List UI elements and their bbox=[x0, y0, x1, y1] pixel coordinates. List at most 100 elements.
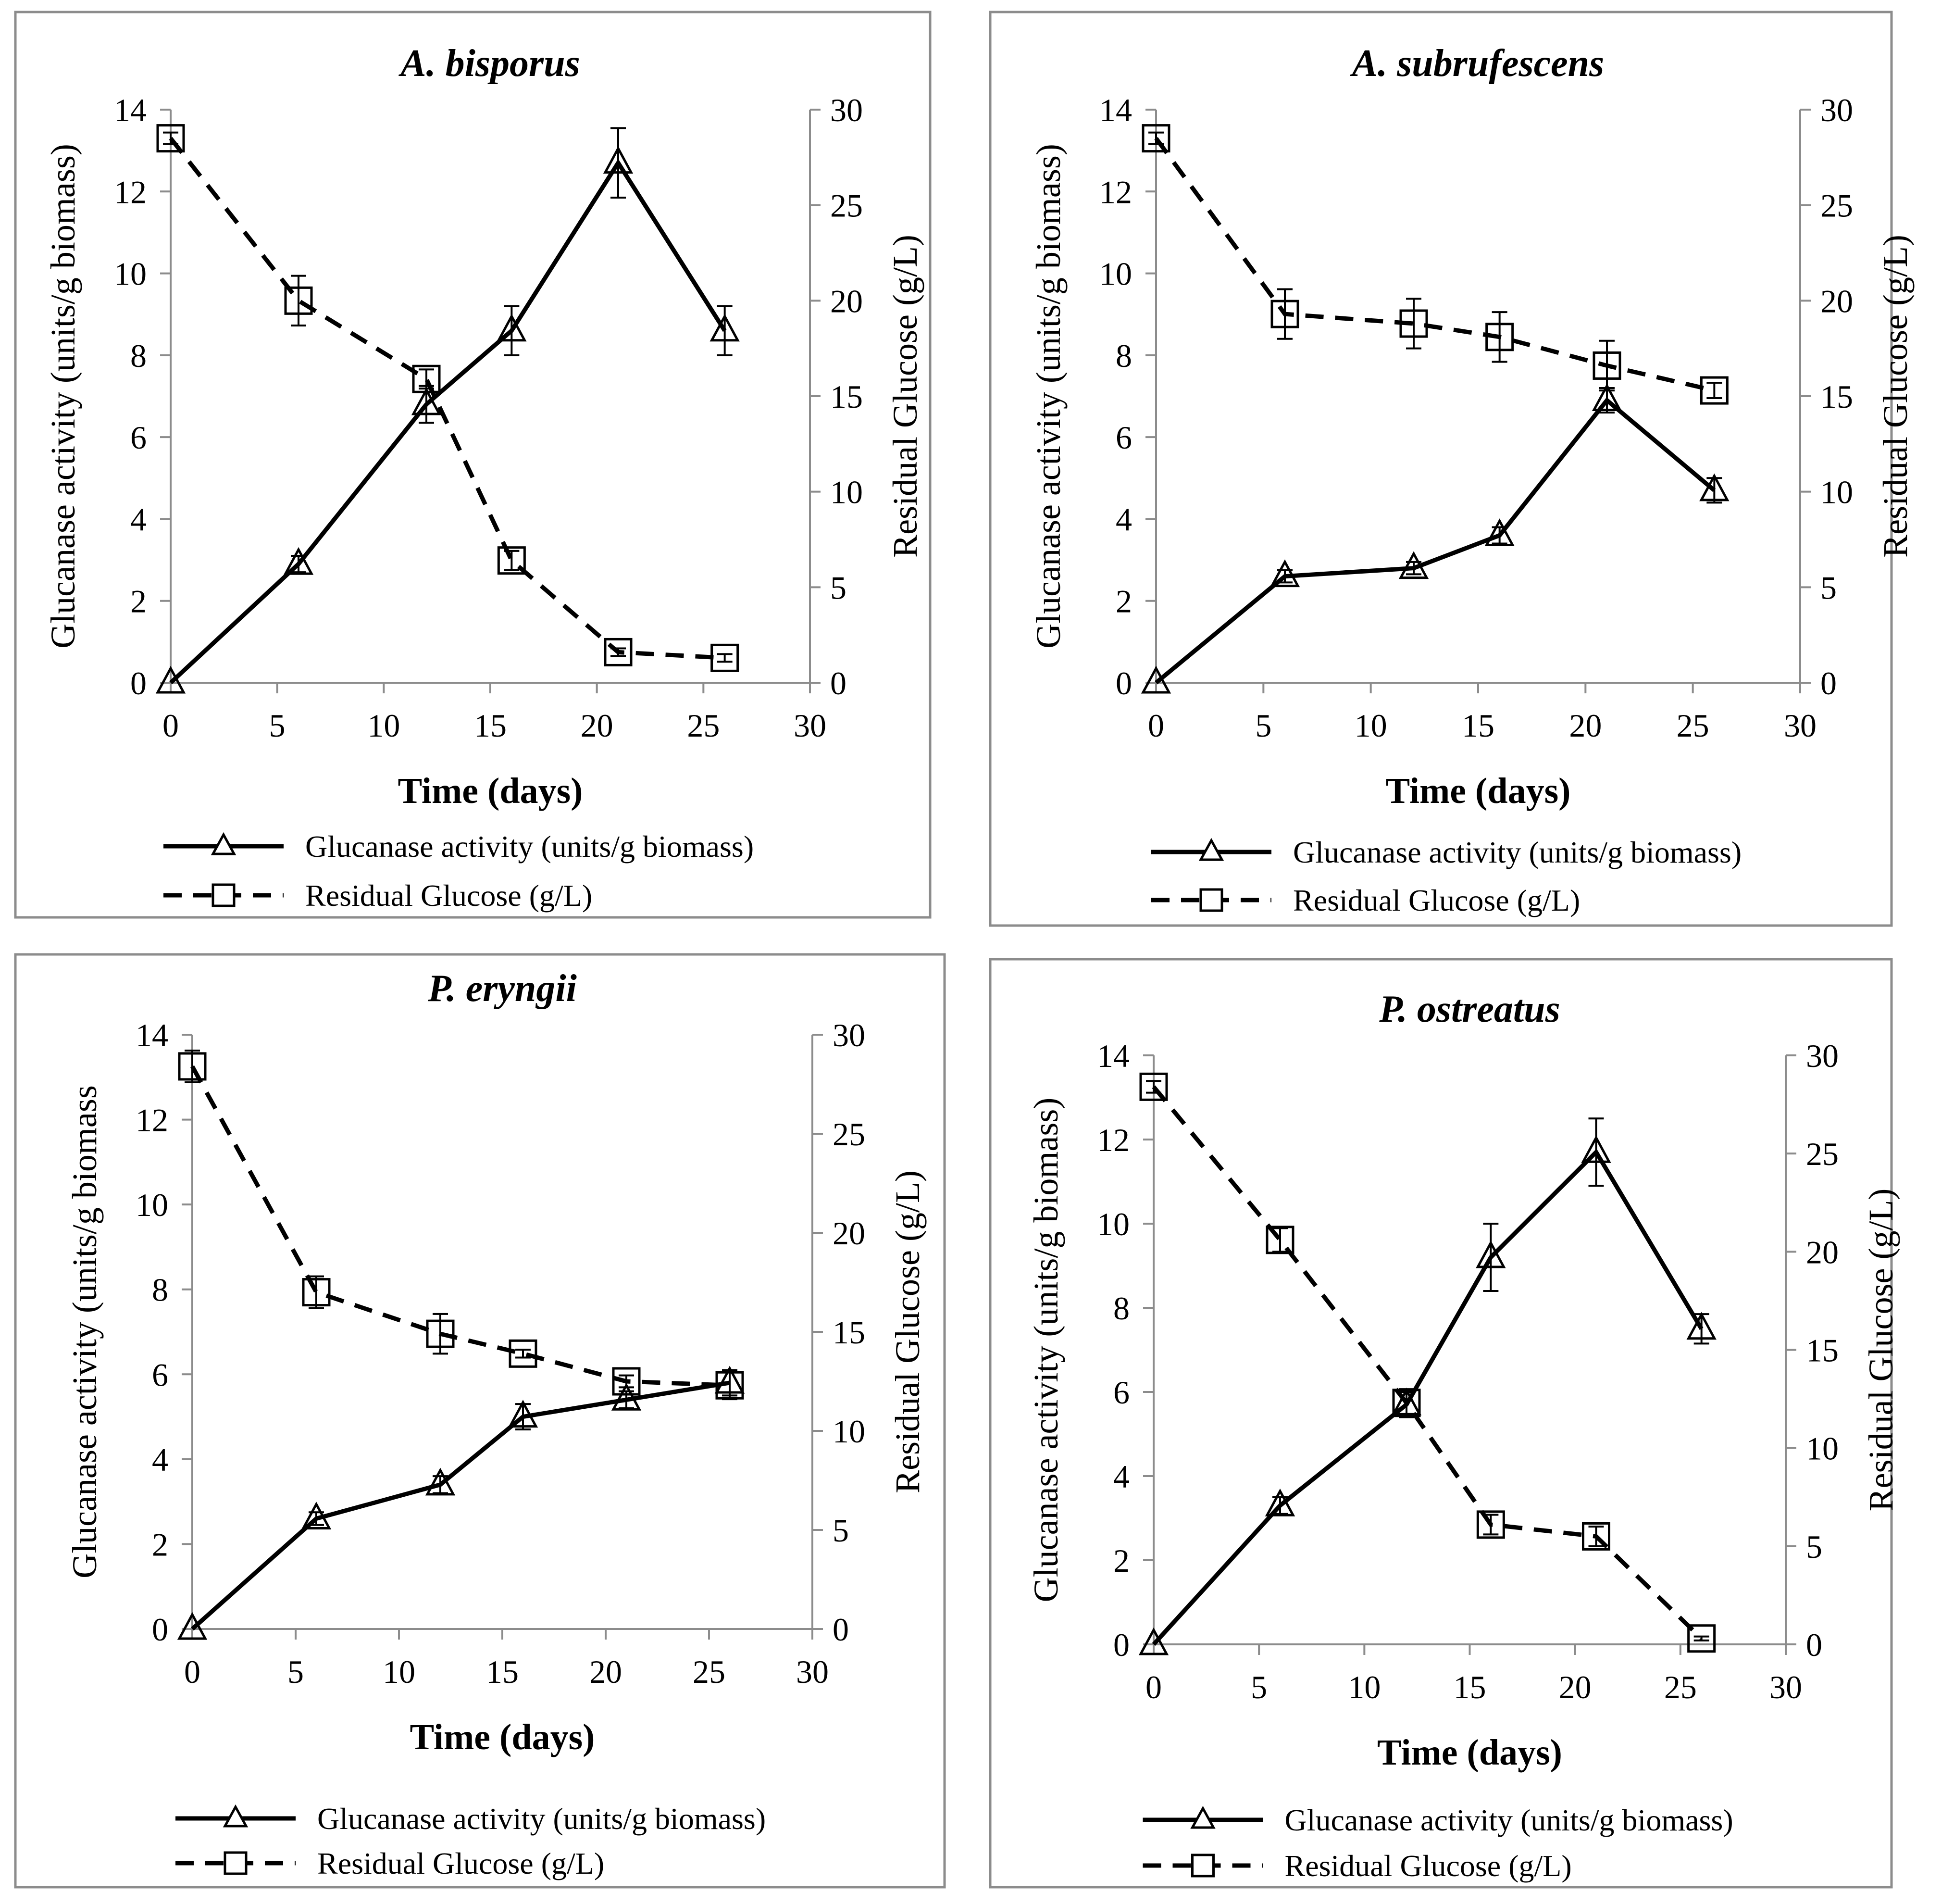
legend-label: Residual Glucose (g/L) bbox=[1285, 1849, 1572, 1883]
y2-tick-label: 25 bbox=[1820, 188, 1853, 224]
x-tick-label: 30 bbox=[1769, 1669, 1802, 1705]
y-tick-label: 2 bbox=[130, 583, 147, 620]
x-tick-label: 25 bbox=[1664, 1669, 1697, 1705]
x-tick-label: 15 bbox=[486, 1653, 519, 1690]
panel-border bbox=[989, 11, 1893, 927]
square-marker bbox=[1142, 124, 1170, 153]
y-axis-title: Glucanase activity (units/g biomass) bbox=[1027, 1098, 1065, 1603]
series-glucanase-activity bbox=[1141, 383, 1730, 694]
x-tick-label: 0 bbox=[162, 707, 179, 744]
y-tick-label: 2 bbox=[152, 1526, 168, 1563]
y2-tick-label: 5 bbox=[1806, 1528, 1822, 1565]
y-tick-label: 6 bbox=[130, 419, 147, 456]
y-tick-label: 12 bbox=[1097, 1122, 1130, 1158]
series-line bbox=[1152, 1148, 1704, 1646]
y-tick-label: 14 bbox=[136, 1017, 168, 1053]
y-tick-label: 8 bbox=[130, 338, 147, 374]
y2-tick-label: 5 bbox=[833, 1512, 849, 1549]
series-line bbox=[1152, 1085, 1703, 1640]
y-tick-label: 2 bbox=[1113, 1542, 1130, 1579]
legend-triangle-marker bbox=[1190, 1805, 1216, 1829]
square-marker bbox=[426, 1319, 455, 1348]
y2-tick-label: 5 bbox=[1820, 569, 1837, 606]
y2-tick-label: 25 bbox=[833, 1116, 865, 1152]
y-tick-label: 14 bbox=[1099, 92, 1132, 128]
y-tick-label: 14 bbox=[114, 92, 147, 128]
y2-tick-label: 20 bbox=[830, 283, 863, 319]
y-tick-label: 4 bbox=[152, 1441, 168, 1478]
series-residual-glucose bbox=[1139, 1072, 1716, 1653]
square-marker bbox=[497, 546, 526, 575]
square-marker bbox=[1700, 376, 1729, 405]
y2-tick-label: 10 bbox=[1806, 1430, 1839, 1467]
square-marker bbox=[1392, 1389, 1421, 1417]
y-tick-label: 0 bbox=[1116, 665, 1132, 701]
y2-tick-label: 10 bbox=[830, 474, 863, 511]
x-axis-title: Time (days) bbox=[410, 1717, 595, 1757]
y2-axis-title: Residual Glucose (g/L) bbox=[886, 235, 924, 558]
triangle-marker bbox=[709, 313, 740, 342]
triangle-marker bbox=[283, 547, 314, 575]
triangle-marker bbox=[1138, 1627, 1169, 1655]
x-tick-label: 5 bbox=[1251, 1669, 1267, 1705]
y-tick-label: 8 bbox=[1113, 1290, 1130, 1327]
x-tick-label: 20 bbox=[589, 1653, 622, 1690]
square-marker bbox=[302, 1278, 331, 1307]
chart-title: A. subrufescens bbox=[1350, 42, 1605, 85]
x-tick-label: 15 bbox=[1454, 1669, 1486, 1705]
x-tick-label: 0 bbox=[184, 1653, 200, 1690]
x-axis-title: Time (days) bbox=[1386, 771, 1571, 811]
triangle-marker bbox=[425, 1467, 456, 1496]
x-tick-label: 5 bbox=[287, 1653, 304, 1690]
x-tick-label: 15 bbox=[1462, 707, 1494, 744]
series-line bbox=[1155, 397, 1716, 685]
triangle-marker bbox=[1476, 1240, 1506, 1268]
y2-axis-title: Residual Glucose (g/L) bbox=[1876, 235, 1915, 558]
y-tick-label: 4 bbox=[130, 501, 147, 538]
x-tick-label: 15 bbox=[474, 707, 507, 744]
y-tick-label: 4 bbox=[1116, 501, 1132, 538]
y-tick-label: 12 bbox=[114, 174, 147, 210]
y-tick-label: 10 bbox=[114, 256, 147, 292]
legend-triangle-marker bbox=[1198, 838, 1224, 861]
x-tick-label: 20 bbox=[581, 707, 613, 744]
triangle-marker bbox=[301, 1502, 332, 1529]
y-tick-label: 2 bbox=[1116, 583, 1132, 620]
x-tick-label: 10 bbox=[383, 1653, 415, 1690]
x-tick-label: 20 bbox=[1559, 1669, 1592, 1705]
x-tick-label: 10 bbox=[367, 707, 400, 744]
square-marker bbox=[1399, 309, 1428, 338]
x-tick-label: 30 bbox=[796, 1653, 829, 1690]
chart-title: P. eryngii bbox=[427, 967, 577, 1010]
square-marker bbox=[412, 364, 441, 393]
x-tick-label: 0 bbox=[1148, 707, 1164, 744]
square-marker bbox=[710, 643, 739, 672]
legend-label: Residual Glucose (g/L) bbox=[1293, 883, 1580, 917]
series-residual-glucose bbox=[178, 1049, 744, 1401]
y2-tick-label: 30 bbox=[830, 92, 863, 128]
x-tick-label: 30 bbox=[794, 707, 826, 744]
triangle-marker bbox=[497, 313, 527, 342]
y-tick-label: 6 bbox=[1116, 419, 1132, 456]
y-tick-label: 4 bbox=[1113, 1458, 1130, 1495]
y2-tick-label: 5 bbox=[830, 569, 846, 606]
series-line bbox=[1154, 137, 1715, 393]
x-tick-label: 25 bbox=[687, 707, 720, 744]
square-marker bbox=[715, 1371, 744, 1400]
square-marker bbox=[1476, 1510, 1505, 1539]
y2-tick-label: 15 bbox=[1820, 378, 1853, 415]
panel-border bbox=[14, 953, 946, 1889]
square-marker bbox=[1270, 300, 1299, 328]
y-axis-title: Glucanase activity (units/g biomass) bbox=[44, 144, 82, 649]
legend-label: Glucanase activity (units/g biomass) bbox=[305, 829, 754, 864]
triangle-marker bbox=[411, 387, 442, 415]
y2-tick-label: 15 bbox=[1806, 1332, 1839, 1369]
y2-tick-label: 15 bbox=[833, 1314, 865, 1351]
x-tick-label: 0 bbox=[1145, 1669, 1162, 1705]
x-tick-label: 25 bbox=[1677, 707, 1709, 744]
y2-tick-label: 25 bbox=[830, 188, 863, 224]
x-axis-title: Time (days) bbox=[398, 771, 583, 811]
y2-axis-title: Residual Glucose (g/L) bbox=[888, 1170, 927, 1493]
